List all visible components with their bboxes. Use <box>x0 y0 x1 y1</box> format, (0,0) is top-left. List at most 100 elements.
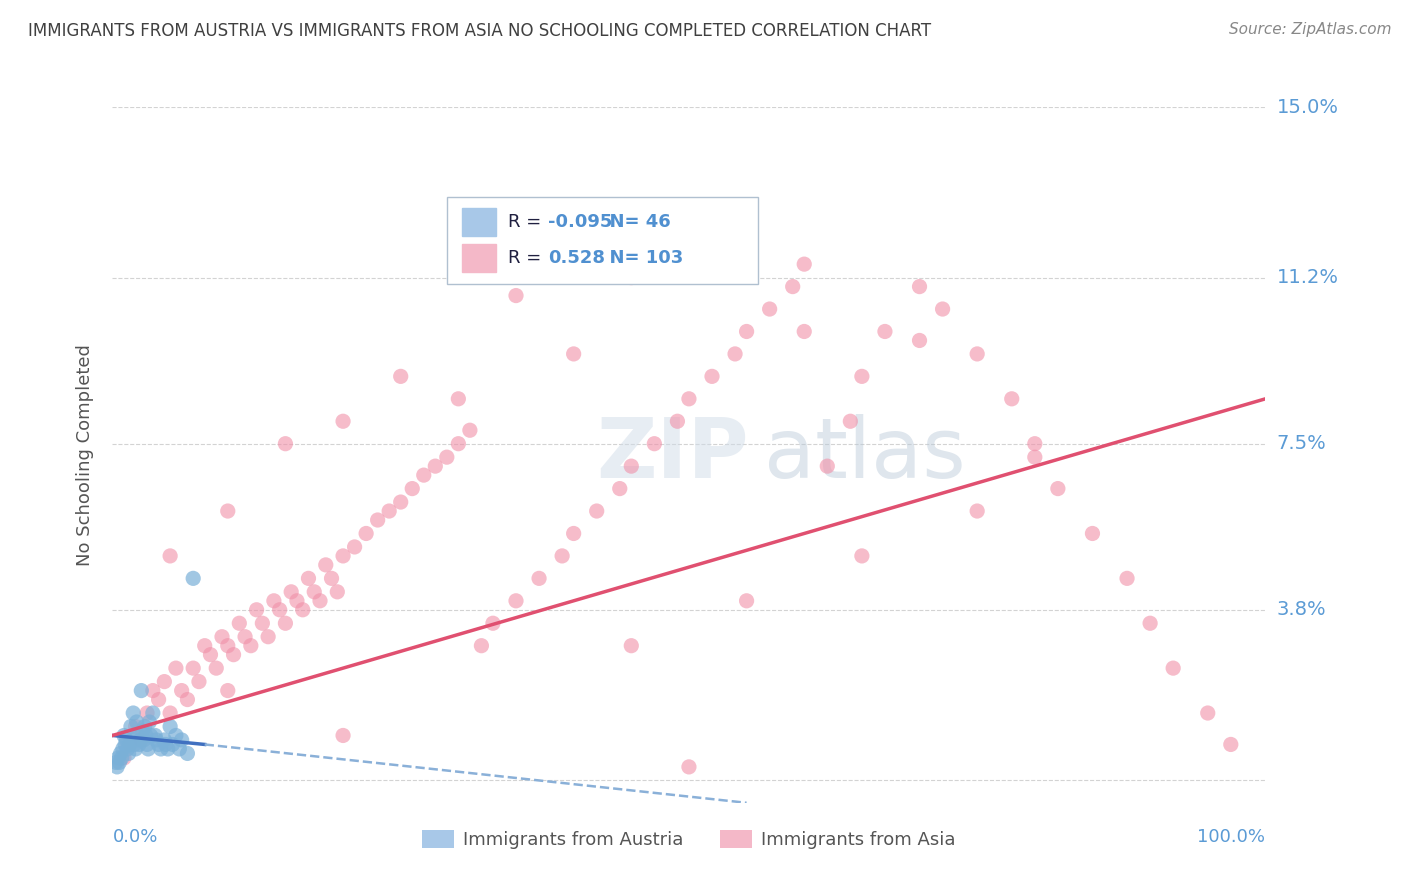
Bar <box>461 208 496 235</box>
Point <box>108 756 131 770</box>
Point <box>505 594 527 608</box>
Point <box>735 325 758 339</box>
FancyBboxPatch shape <box>447 197 758 285</box>
Point <box>117 742 139 756</box>
Point <box>839 414 862 428</box>
Point <box>129 733 153 747</box>
Point <box>1139 616 1161 631</box>
Point <box>181 571 204 585</box>
Point <box>505 288 527 302</box>
Text: ZIP: ZIP <box>596 415 749 495</box>
Point <box>378 504 401 518</box>
Point <box>165 729 187 743</box>
Point <box>129 733 152 747</box>
Text: N= 46: N= 46 <box>596 213 671 231</box>
Point <box>211 630 233 644</box>
Point <box>105 760 128 774</box>
Point <box>170 683 193 698</box>
Point <box>304 584 326 599</box>
Point <box>217 683 239 698</box>
Point <box>239 639 262 653</box>
Point <box>1116 571 1139 585</box>
Point <box>162 738 184 752</box>
Point <box>156 742 179 756</box>
Point <box>326 584 349 599</box>
Point <box>205 661 228 675</box>
Text: N= 103: N= 103 <box>596 249 683 267</box>
Point <box>153 674 176 689</box>
Point <box>136 738 159 752</box>
Point <box>134 719 156 733</box>
Point <box>678 392 700 406</box>
Point <box>585 504 607 518</box>
Point <box>470 639 492 653</box>
Point <box>181 661 204 675</box>
Point <box>643 436 665 450</box>
Point <box>309 594 332 608</box>
Point <box>620 459 643 474</box>
Point <box>124 742 146 756</box>
Point <box>851 369 873 384</box>
Point <box>678 760 700 774</box>
Point <box>165 661 187 675</box>
Point <box>155 738 177 752</box>
Point <box>217 504 239 518</box>
Point <box>793 257 815 271</box>
Point <box>118 738 141 752</box>
Text: R =: R = <box>508 213 547 231</box>
Point <box>425 459 447 474</box>
Point <box>815 459 838 474</box>
Point <box>1219 738 1241 752</box>
Point <box>110 747 132 761</box>
Point <box>159 706 181 720</box>
Point <box>735 594 758 608</box>
Point <box>138 714 160 729</box>
Point <box>143 729 166 743</box>
Text: atlas: atlas <box>763 415 966 495</box>
Point <box>1197 706 1219 720</box>
Text: 11.2%: 11.2% <box>1277 268 1339 287</box>
Bar <box>461 244 496 272</box>
Point <box>458 423 481 437</box>
Point <box>139 729 162 743</box>
Point <box>343 540 366 554</box>
Point <box>908 334 931 348</box>
Point <box>1001 392 1024 406</box>
Point <box>128 738 150 752</box>
Point <box>194 639 217 653</box>
Point <box>332 729 354 743</box>
Point <box>851 549 873 563</box>
Point <box>551 549 574 563</box>
Point <box>124 738 146 752</box>
Point <box>132 733 155 747</box>
Point <box>142 683 165 698</box>
Text: R =: R = <box>508 249 553 267</box>
Text: 15.0%: 15.0% <box>1277 97 1339 117</box>
Point <box>200 648 222 662</box>
Point <box>263 594 285 608</box>
Point <box>112 751 135 765</box>
Point <box>401 482 423 496</box>
Point <box>131 723 153 738</box>
Point <box>252 616 274 631</box>
Point <box>700 369 723 384</box>
Point <box>1024 436 1046 450</box>
Point <box>120 719 142 733</box>
Point <box>285 594 308 608</box>
Point <box>527 571 550 585</box>
Point <box>1024 450 1046 465</box>
Text: 100.0%: 100.0% <box>1198 828 1265 846</box>
Text: 0.0%: 0.0% <box>112 828 157 846</box>
Point <box>159 549 181 563</box>
Point <box>104 756 127 770</box>
Point <box>724 347 747 361</box>
Point <box>274 616 297 631</box>
Point <box>129 683 153 698</box>
Point <box>321 571 343 585</box>
Point <box>562 526 585 541</box>
Point <box>148 738 170 752</box>
Point <box>620 639 643 653</box>
Point <box>269 603 291 617</box>
Point <box>447 436 470 450</box>
Point <box>257 630 280 644</box>
